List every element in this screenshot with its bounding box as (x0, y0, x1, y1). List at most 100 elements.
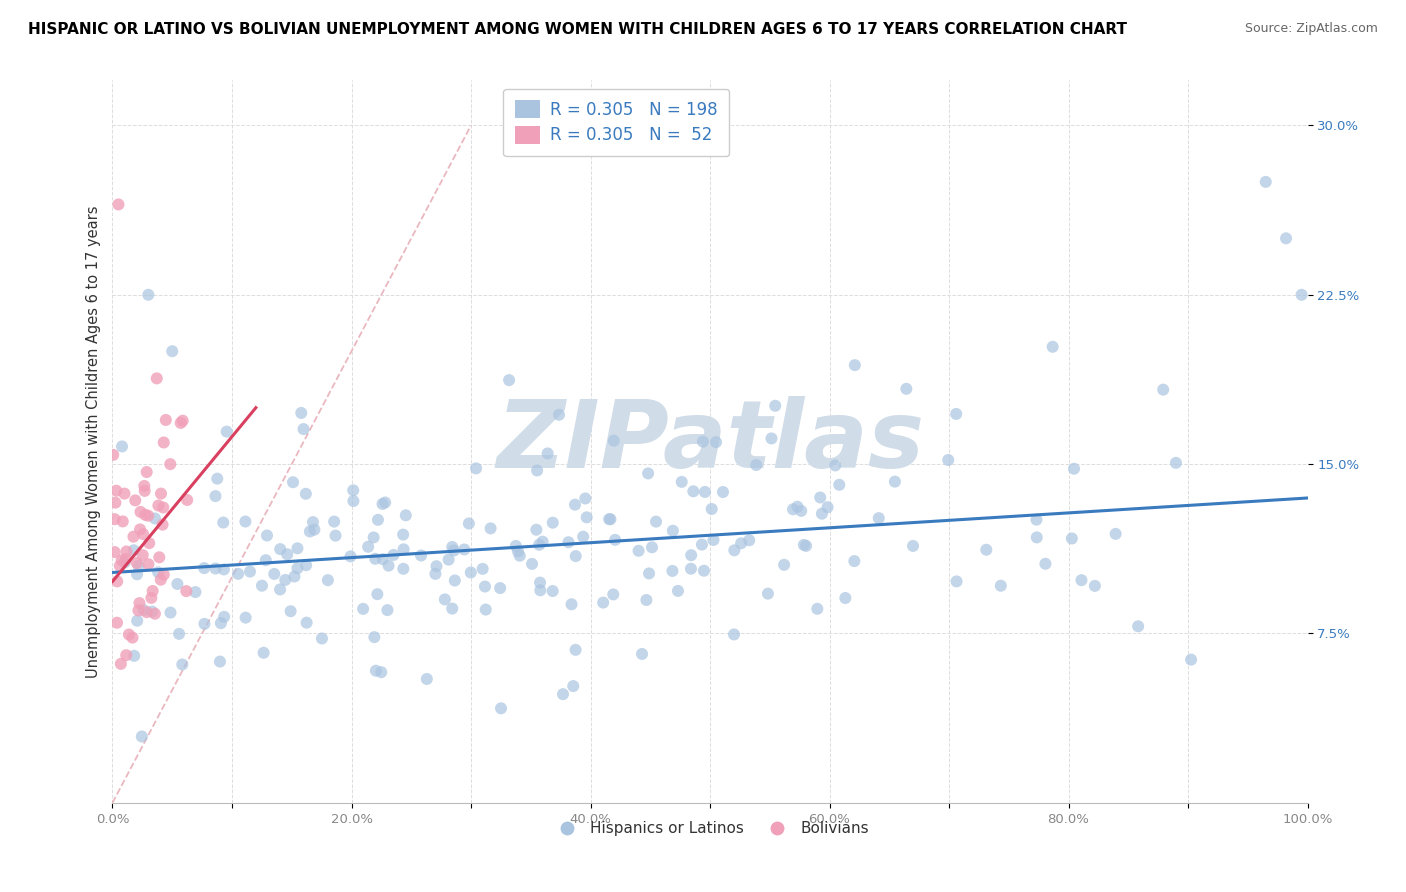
Point (172, 657, 194, 672)
Point (541, 584, 564, 599)
Point (416, 672, 439, 686)
Point (730, 536, 752, 550)
Point (637, 467, 659, 481)
Point (564, 549, 586, 563)
Point (682, 484, 704, 499)
Point (235, 610, 257, 624)
Point (756, 587, 779, 601)
Point (704, 435, 727, 450)
Point (136, 508, 159, 523)
Point (679, 562, 702, 576)
Point (603, 533, 626, 547)
Point (524, 523, 547, 537)
Point (811, 507, 834, 521)
Point (204, 561, 226, 575)
Point (465, 461, 488, 475)
Point (541, 516, 564, 530)
Point (828, 477, 851, 491)
Point (357, 540, 380, 554)
Point (370, 665, 392, 680)
Point (132, 527, 155, 541)
Point (1164, 456, 1187, 470)
Point (167, 627, 190, 641)
Point (773, 558, 796, 572)
Point (425, 566, 447, 581)
Point (207, 472, 229, 486)
Point (433, 592, 456, 607)
Point (152, 500, 174, 515)
Point (254, 553, 277, 567)
Point (283, 569, 305, 583)
Point (364, 664, 387, 678)
Point (529, 538, 551, 552)
Point (693, 485, 716, 500)
Point (131, 730, 153, 744)
Point (146, 566, 169, 580)
Point (374, 495, 396, 509)
Point (114, 486, 136, 500)
Point (124, 493, 146, 508)
Point (295, 487, 318, 501)
Point (636, 593, 658, 607)
Point (276, 547, 298, 561)
Point (104, 545, 127, 559)
Point (666, 583, 689, 598)
Point (671, 475, 693, 489)
Point (295, 615, 318, 630)
Point (135, 605, 157, 619)
Point (138, 558, 160, 572)
Point (548, 408, 571, 422)
Point (128, 558, 150, 573)
Point (122, 530, 145, 544)
Point (159, 457, 181, 471)
Point (425, 559, 447, 574)
Point (498, 373, 520, 387)
Point (105, 615, 128, 630)
Point (115, 552, 138, 566)
Point (489, 701, 512, 715)
Point (700, 502, 723, 516)
Point (363, 531, 385, 545)
Point (763, 399, 786, 413)
Point (690, 538, 713, 552)
Point (945, 574, 967, 589)
Point (141, 605, 163, 619)
Point (1063, 461, 1085, 475)
Point (134, 483, 156, 498)
Point (661, 564, 683, 578)
Point (143, 511, 166, 525)
Point (122, 648, 145, 663)
Point (974, 542, 997, 557)
Point (371, 552, 394, 566)
Point (1126, 619, 1149, 633)
Point (793, 538, 815, 552)
Point (115, 544, 138, 558)
Point (702, 533, 724, 547)
Point (114, 555, 136, 569)
Point (371, 497, 394, 511)
Point (782, 502, 804, 516)
Point (443, 543, 465, 558)
Text: ZIPatlas: ZIPatlas (496, 395, 924, 488)
Point (834, 591, 856, 605)
Point (868, 511, 890, 525)
Point (631, 647, 654, 661)
Point (598, 512, 620, 526)
Point (128, 596, 150, 610)
Point (693, 564, 716, 578)
Point (1042, 340, 1064, 354)
Point (323, 515, 346, 529)
Point (148, 499, 170, 513)
Point (575, 510, 598, 524)
Point (208, 655, 231, 669)
Point (176, 493, 198, 508)
Point (395, 508, 418, 523)
Point (1025, 513, 1047, 527)
Point (269, 582, 291, 597)
Y-axis label: Unemployment Among Women with Children Ages 6 to 17 years: Unemployment Among Women with Children A… (86, 205, 101, 678)
Point (441, 601, 464, 615)
Point (298, 524, 321, 539)
Point (342, 494, 364, 508)
Point (304, 523, 326, 537)
Point (806, 602, 828, 616)
